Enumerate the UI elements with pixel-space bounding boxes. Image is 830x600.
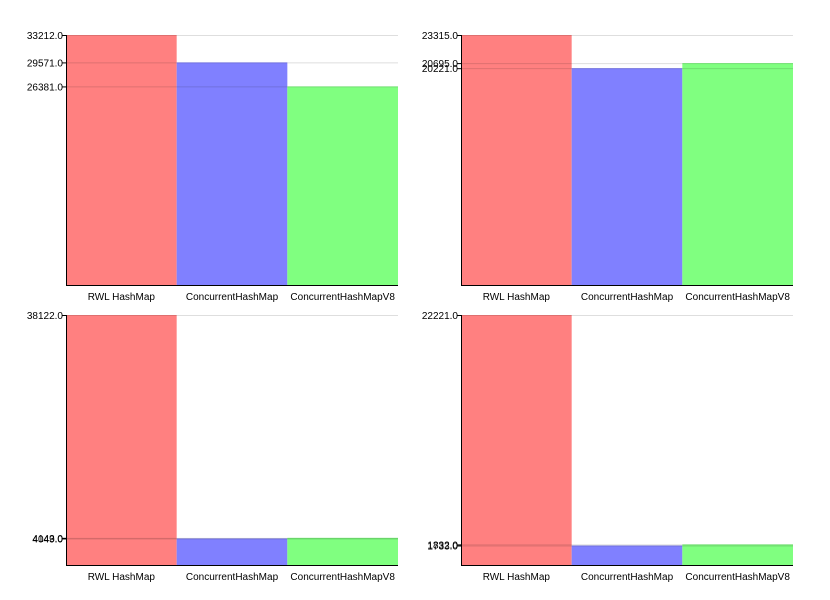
category-label-2: ConcurrentHashMap bbox=[581, 572, 674, 583]
bar-3 bbox=[287, 86, 398, 285]
category-label-3: ConcurrentHashMapV8 bbox=[685, 292, 790, 303]
category-label-2: ConcurrentHashMap bbox=[186, 572, 279, 583]
bar-3 bbox=[682, 63, 793, 285]
bar-3 bbox=[287, 537, 398, 565]
y-tick-label-2: 29571.0 bbox=[27, 58, 64, 69]
y-tick-label-2: 20221.0 bbox=[422, 64, 459, 75]
category-label-1: RWL HashMap bbox=[483, 292, 551, 303]
y-tick-label-1: 38122.0 bbox=[27, 311, 64, 322]
category-label-3: ConcurrentHashMapV8 bbox=[685, 572, 790, 583]
bar-2 bbox=[176, 538, 288, 565]
y-tick-label-2: 4049.0 bbox=[32, 534, 63, 545]
category-label-1: RWL HashMap bbox=[88, 292, 156, 303]
bar-1 bbox=[66, 315, 177, 565]
category-label-1: RWL HashMap bbox=[483, 572, 551, 583]
y-tick-label-1: 33212.0 bbox=[27, 31, 64, 42]
category-label-2: ConcurrentHashMap bbox=[581, 292, 674, 303]
chart-panel-1: 33212.0 29571.0 26381.0 RWL HashMap Concurre… bbox=[27, 31, 398, 303]
y-tick-label-1: 23315.0 bbox=[422, 31, 459, 42]
bar-3 bbox=[682, 544, 793, 565]
y-tick-label-3: 26381.0 bbox=[27, 82, 64, 93]
category-label-1: RWL HashMap bbox=[88, 572, 156, 583]
bar-1 bbox=[66, 35, 177, 285]
bar-1 bbox=[461, 315, 572, 565]
bar-2 bbox=[176, 62, 288, 286]
category-label-3: ConcurrentHashMapV8 bbox=[290, 292, 395, 303]
category-label-3: ConcurrentHashMapV8 bbox=[290, 572, 395, 583]
y-tick-label-3: 20695.0 bbox=[422, 59, 459, 70]
category-label-2: ConcurrentHashMap bbox=[186, 292, 279, 303]
y-tick-label-3: 1832.0 bbox=[427, 540, 458, 551]
y-tick-label-3: 4143.0 bbox=[32, 534, 63, 545]
y-tick-label-2: 1733.0 bbox=[427, 542, 458, 553]
bar-2 bbox=[571, 545, 683, 565]
bar-2 bbox=[571, 68, 683, 286]
bar-1 bbox=[461, 35, 572, 285]
y-tick-label-1: 22221.0 bbox=[422, 311, 459, 322]
